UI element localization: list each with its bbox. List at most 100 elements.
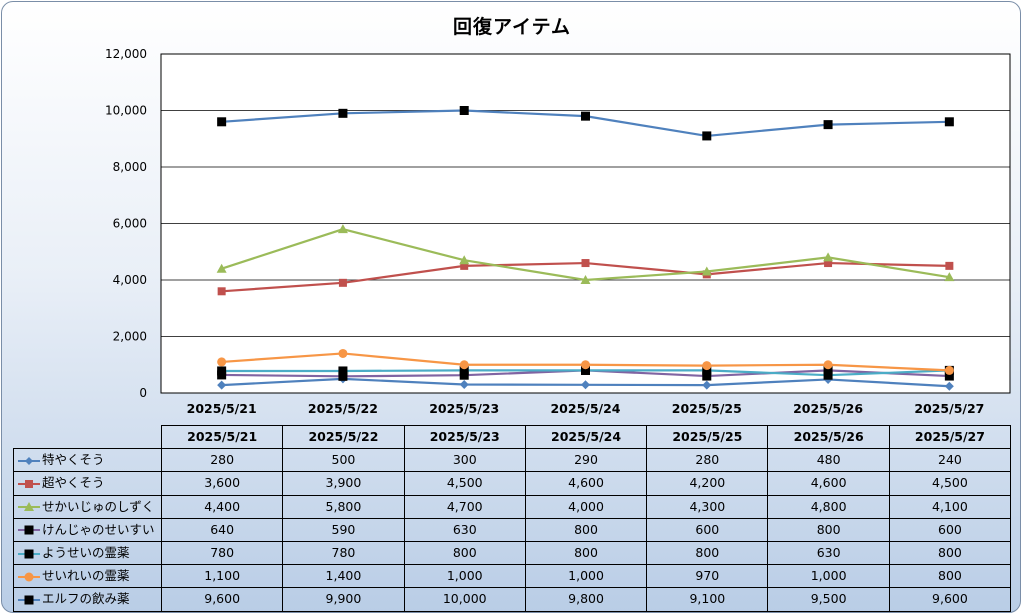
legend-label: せかいじゅのしずく [42,498,155,514]
table-cell: 640 [160,517,284,542]
data-point-6 [338,348,348,358]
table-cell: 800 [524,517,648,542]
table-cell: 480 [767,448,890,473]
table-row: けんじゃのせいすい 640 590 630 800 600 800 600 [13,517,1012,542]
table-cell: 500 [282,448,405,473]
data-point-7 [217,117,227,127]
data-point-5 [702,365,712,375]
data-point-4 [702,371,712,381]
x-tick-label: 2025/5/21 [187,401,257,416]
legend-marker-icon [18,525,40,535]
table-cell: 970 [646,564,769,589]
table-row: 超やくそう 3,600 3,900 4,500 4,600 4,200 4,600 4,500 [13,471,1012,496]
data-point-5 [459,365,469,375]
table-cell: 300 [403,448,526,473]
table-column-header: 2025/5/24 [524,424,648,450]
data-point-4 [459,370,469,380]
data-point-2 [824,259,833,268]
legend-label: けんじゃのせいすい [42,521,155,537]
legend-marker-icon [18,549,40,559]
legend-entry: けんじゃのせいすい [13,517,162,542]
legend-marker-icon [18,502,40,512]
table-cell: 600 [646,517,769,542]
data-point-2 [338,278,347,287]
table-cell: 9,600 [160,587,284,612]
data-point-2 [581,259,590,268]
data-point-1 [702,380,712,390]
y-tick-label: 6,000 [113,217,147,231]
table-cell: 800 [767,517,890,542]
table-cell: 630 [767,540,890,566]
legend-entry: せかいじゅのしずく [13,494,162,519]
data-point-7 [581,111,590,121]
table-cell: 4,600 [524,471,648,496]
table-cell: 1,000 [403,564,526,589]
data-table: 2025/5/21 2025/5/22 2025/5/23 2025/5/24 2025… [13,424,1012,612]
table-column-header: 2025/5/27 [888,424,1012,450]
data-point-7 [338,108,348,118]
data-point-6 [702,361,712,371]
data-point-3 [701,266,712,276]
table-cell: 4,500 [888,471,1012,496]
data-point-6 [823,360,833,370]
legend-label: 特やくそう [42,452,105,468]
table-cell: 800 [888,540,1012,566]
data-point-2 [460,261,469,270]
y-tick-label: 12,000 [105,47,147,61]
x-tick-label: 2025/5/25 [672,401,742,416]
data-point-1 [581,380,590,390]
table-cell: 4,400 [160,494,284,519]
table-cell: 4,300 [646,494,769,519]
legend-marker-icon [18,456,40,465]
y-tick-label: 8,000 [113,160,147,174]
data-point-5 [338,366,348,376]
table-row: せいれいの霊薬 1,100 1,400 1,000 1,000 970 1,000 800 [13,564,1012,589]
table-column-header: 2025/5/21 [160,424,284,450]
legend-entry: 特やくそう [13,448,162,473]
data-point-1 [944,381,954,391]
table-cell: 4,500 [403,471,526,496]
table-row: せかいじゅのしずく 4,400 5,800 4,700 4,000 4,300 4,800 4… [13,494,1012,519]
table-row: エルフの飲み薬 9,600 9,900 10,000 9,800 9,100 9,500 9,… [13,587,1012,612]
table-column-header: 2025/5/26 [767,424,890,450]
legend-label: エルフの飲み薬 [42,591,130,607]
table-cell: 9,900 [282,587,405,612]
table-cell: 800 [888,564,1012,589]
data-point-4 [823,365,833,375]
data-point-6 [581,360,590,370]
table-column-header: 2025/5/25 [646,424,769,450]
table-cell: 280 [160,448,284,473]
legend-label: ようせいの霊薬 [42,545,130,561]
data-point-7 [459,106,469,115]
data-point-7 [702,131,712,141]
legend-entry: せいれいの霊薬 [13,564,162,589]
table-cell: 800 [524,540,648,566]
table-cell: 4,600 [767,471,890,496]
data-point-5 [823,370,833,380]
data-point-6 [459,360,469,370]
data-point-3 [823,252,834,262]
table-cell: 3,900 [282,471,405,496]
data-point-3 [337,224,348,234]
table-cell: 9,100 [646,587,769,612]
y-tick-label: 0 [139,386,147,400]
table-cell: 10,000 [403,587,526,612]
data-point-6 [217,357,227,367]
table-cell: 4,200 [646,471,769,496]
legend-entry: 超やくそう [13,471,162,496]
y-tick-label: 10,000 [105,104,147,118]
table-cell: 1,400 [282,564,405,589]
table-cell: 3,600 [160,471,284,496]
table-column-header: 2025/5/22 [282,424,405,450]
table-cell: 4,000 [524,494,648,519]
data-point-3 [216,263,227,273]
legend-entry: エルフの飲み薬 [13,587,162,612]
data-point-1 [217,380,227,390]
data-point-3 [580,275,591,284]
table-corner [13,425,162,450]
table-cell: 800 [403,540,526,566]
line-chart: 0 2,000 4,000 6,000 8,000 10,000 12,000 2025/5/… [105,47,1011,416]
data-point-4 [944,371,954,381]
table-cell: 780 [160,540,284,566]
table-column-header: 2025/5/23 [403,424,526,450]
